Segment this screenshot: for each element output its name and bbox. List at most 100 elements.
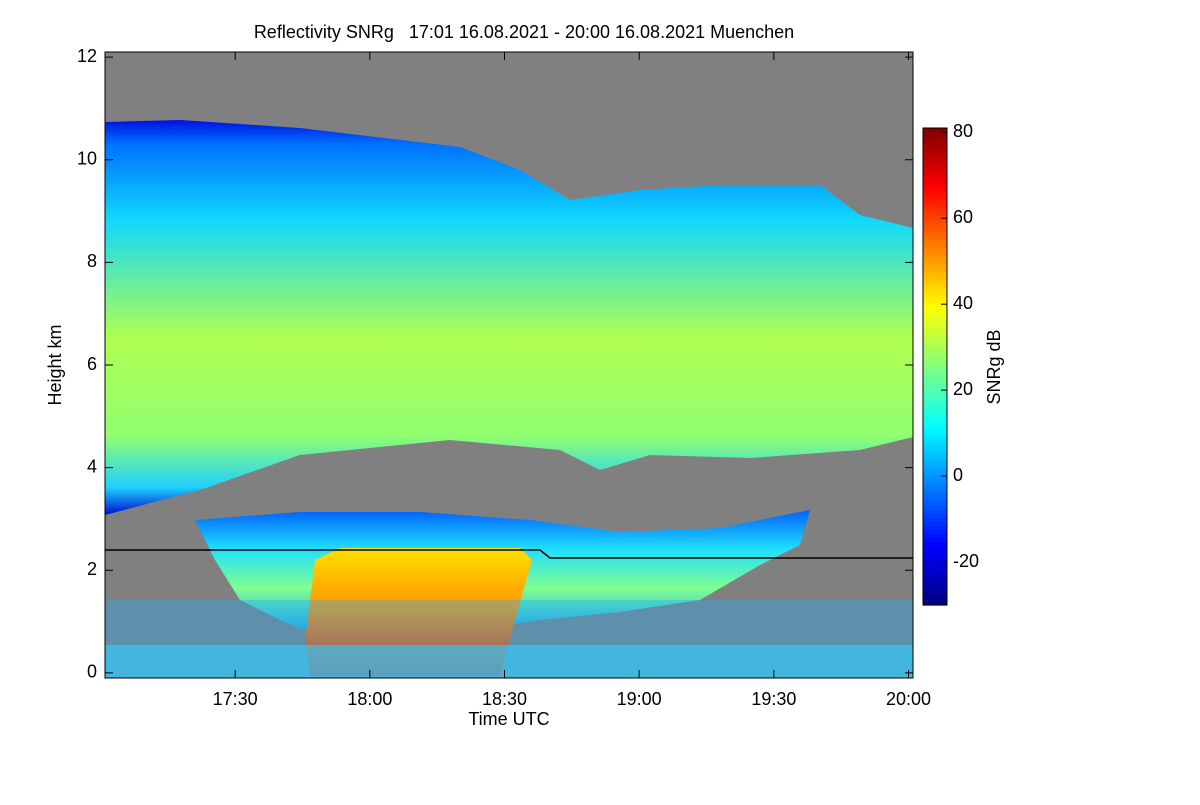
plot-image xyxy=(105,52,913,678)
colorbar-cell xyxy=(923,565,947,570)
y-tick-label: 10 xyxy=(77,149,97,169)
colorbar-cell xyxy=(923,473,947,479)
y-tick-label: 12 xyxy=(77,46,97,66)
colorbar-tick-label: 0 xyxy=(953,465,963,485)
colorbar-cell xyxy=(923,402,947,407)
colorbar-cell xyxy=(923,243,947,248)
colorbar-cell xyxy=(923,128,947,133)
colorbar-cell xyxy=(923,418,947,423)
colorbar-cell xyxy=(923,513,947,519)
colorbar-cell xyxy=(923,509,947,515)
colorbar-cell xyxy=(923,290,947,296)
x-tick-label: 20:00 xyxy=(886,689,931,709)
colorbar-cell xyxy=(923,529,947,535)
colorbar-cell xyxy=(923,581,947,586)
colorbar-cell xyxy=(923,461,947,467)
colorbar-cell xyxy=(923,501,947,507)
colorbar: -20 0 20 40 60 80 xyxy=(922,121,979,606)
colorbar-cell xyxy=(923,573,947,578)
y-tick-label: 8 xyxy=(87,251,97,271)
colorbar-cell xyxy=(923,362,947,368)
colorbar-cell xyxy=(923,175,947,181)
colorbar-cell xyxy=(923,151,947,157)
colorbar-cell xyxy=(923,171,947,177)
colorbar-cell xyxy=(923,414,947,419)
colorbar-cell xyxy=(923,314,947,320)
colorbar-cell xyxy=(923,346,947,352)
colorbar-cell xyxy=(923,187,947,193)
colorbar-cell xyxy=(923,453,947,459)
colorbar-tick-label: 20 xyxy=(953,379,973,399)
colorbar-cell xyxy=(923,597,947,602)
colorbar-cell xyxy=(923,155,947,161)
colorbar-tick-label: -20 xyxy=(953,551,979,571)
colorbar-cell xyxy=(923,477,947,483)
colorbar-cell xyxy=(923,394,947,399)
colorbar-cell xyxy=(923,469,947,475)
colorbar-cell xyxy=(923,259,947,264)
colorbar-tick-label: 40 xyxy=(953,293,973,313)
y-tick-label: 2 xyxy=(87,559,97,579)
colorbar-cell xyxy=(923,505,947,511)
colorbar-tick-label: 60 xyxy=(953,207,973,227)
colorbar-cell xyxy=(923,517,947,523)
colorbar-cell xyxy=(923,227,947,232)
x-axis-label: Time UTC xyxy=(468,709,549,729)
colorbar-cell xyxy=(923,561,947,566)
colorbar-cell xyxy=(923,497,947,503)
colorbar-cell xyxy=(923,207,947,213)
colorbar-cell xyxy=(923,251,947,256)
colorbar-cell xyxy=(923,294,947,300)
colorbar-cell xyxy=(923,271,947,276)
colorbar-cell xyxy=(923,585,947,590)
colorbar-cell xyxy=(923,541,947,546)
colorbar-cell xyxy=(923,481,947,487)
colorbar-cell xyxy=(923,430,947,435)
colorbar-cell xyxy=(923,203,947,209)
colorbar-cell xyxy=(923,191,947,197)
colorbar-cell xyxy=(923,545,947,550)
colorbar-cell xyxy=(923,163,947,169)
colorbar-cell xyxy=(923,223,947,228)
colorbar-cell xyxy=(923,298,947,304)
colorbar-cell xyxy=(923,350,947,356)
colorbar-cell xyxy=(923,143,947,149)
colorbar-tick-label: 80 xyxy=(953,121,973,141)
colorbar-cell xyxy=(923,322,947,328)
colorbar-cell xyxy=(923,287,947,292)
colorbar-cell xyxy=(923,247,947,252)
colorbar-cell xyxy=(923,310,947,316)
colorbar-cell xyxy=(923,219,947,224)
chart-title: Reflectivity SNRg 17:01 16.08.2021 - 20:… xyxy=(254,22,794,42)
colorbar-cell xyxy=(923,231,947,236)
colorbar-cell xyxy=(923,199,947,205)
colorbar-cell xyxy=(923,302,947,308)
colorbar-cell xyxy=(923,318,947,324)
colorbar-cell xyxy=(923,330,947,336)
colorbar-cell xyxy=(923,553,947,558)
colorbar-cell xyxy=(923,267,947,272)
colorbar-cell xyxy=(923,374,947,380)
colorbar-cell xyxy=(923,449,947,455)
x-tick-label: 18:00 xyxy=(347,689,392,709)
colorbar-cell xyxy=(923,279,947,284)
colorbar-cell xyxy=(923,263,947,268)
colorbar-cell xyxy=(923,342,947,348)
colorbar-cell xyxy=(923,334,947,340)
colorbar-cell xyxy=(923,354,947,360)
y-tick-label: 0 xyxy=(87,662,97,682)
colorbar-cell xyxy=(923,426,947,431)
x-tick-label: 17:30 xyxy=(213,689,258,709)
colorbar-cell xyxy=(923,183,947,189)
colorbar-cell xyxy=(923,179,947,185)
y-tick-label: 4 xyxy=(87,456,97,476)
colorbar-cell xyxy=(923,446,947,451)
colorbar-cell xyxy=(923,525,947,531)
colorbar-cell xyxy=(923,398,947,403)
colorbar-cell xyxy=(923,235,947,240)
colorbar-cell xyxy=(923,601,947,606)
colorbar-frame xyxy=(922,127,948,606)
colorbar-cell xyxy=(923,557,947,562)
colorbar-cell xyxy=(923,406,947,411)
